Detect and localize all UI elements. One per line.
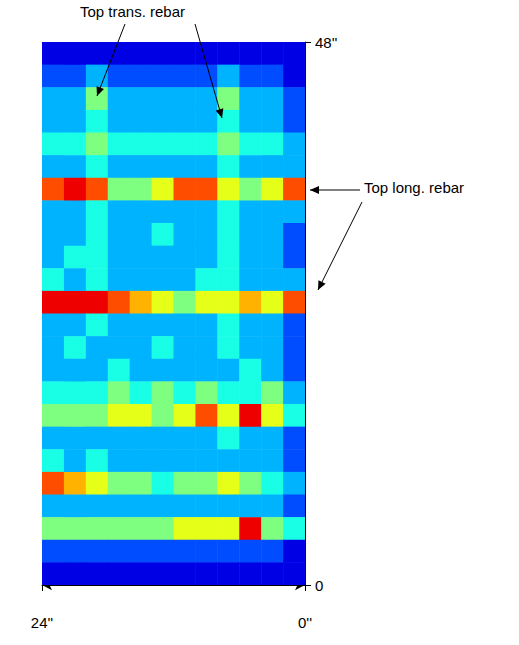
svg-text:Top long. rebar: Top long. rebar xyxy=(364,179,464,196)
svg-text:0'': 0'' xyxy=(298,614,312,631)
svg-text:48'': 48'' xyxy=(315,34,338,51)
svg-text:0: 0 xyxy=(315,577,323,594)
svg-text:24'': 24'' xyxy=(31,614,54,631)
svg-text:Top trans. rebar: Top trans. rebar xyxy=(80,3,185,20)
